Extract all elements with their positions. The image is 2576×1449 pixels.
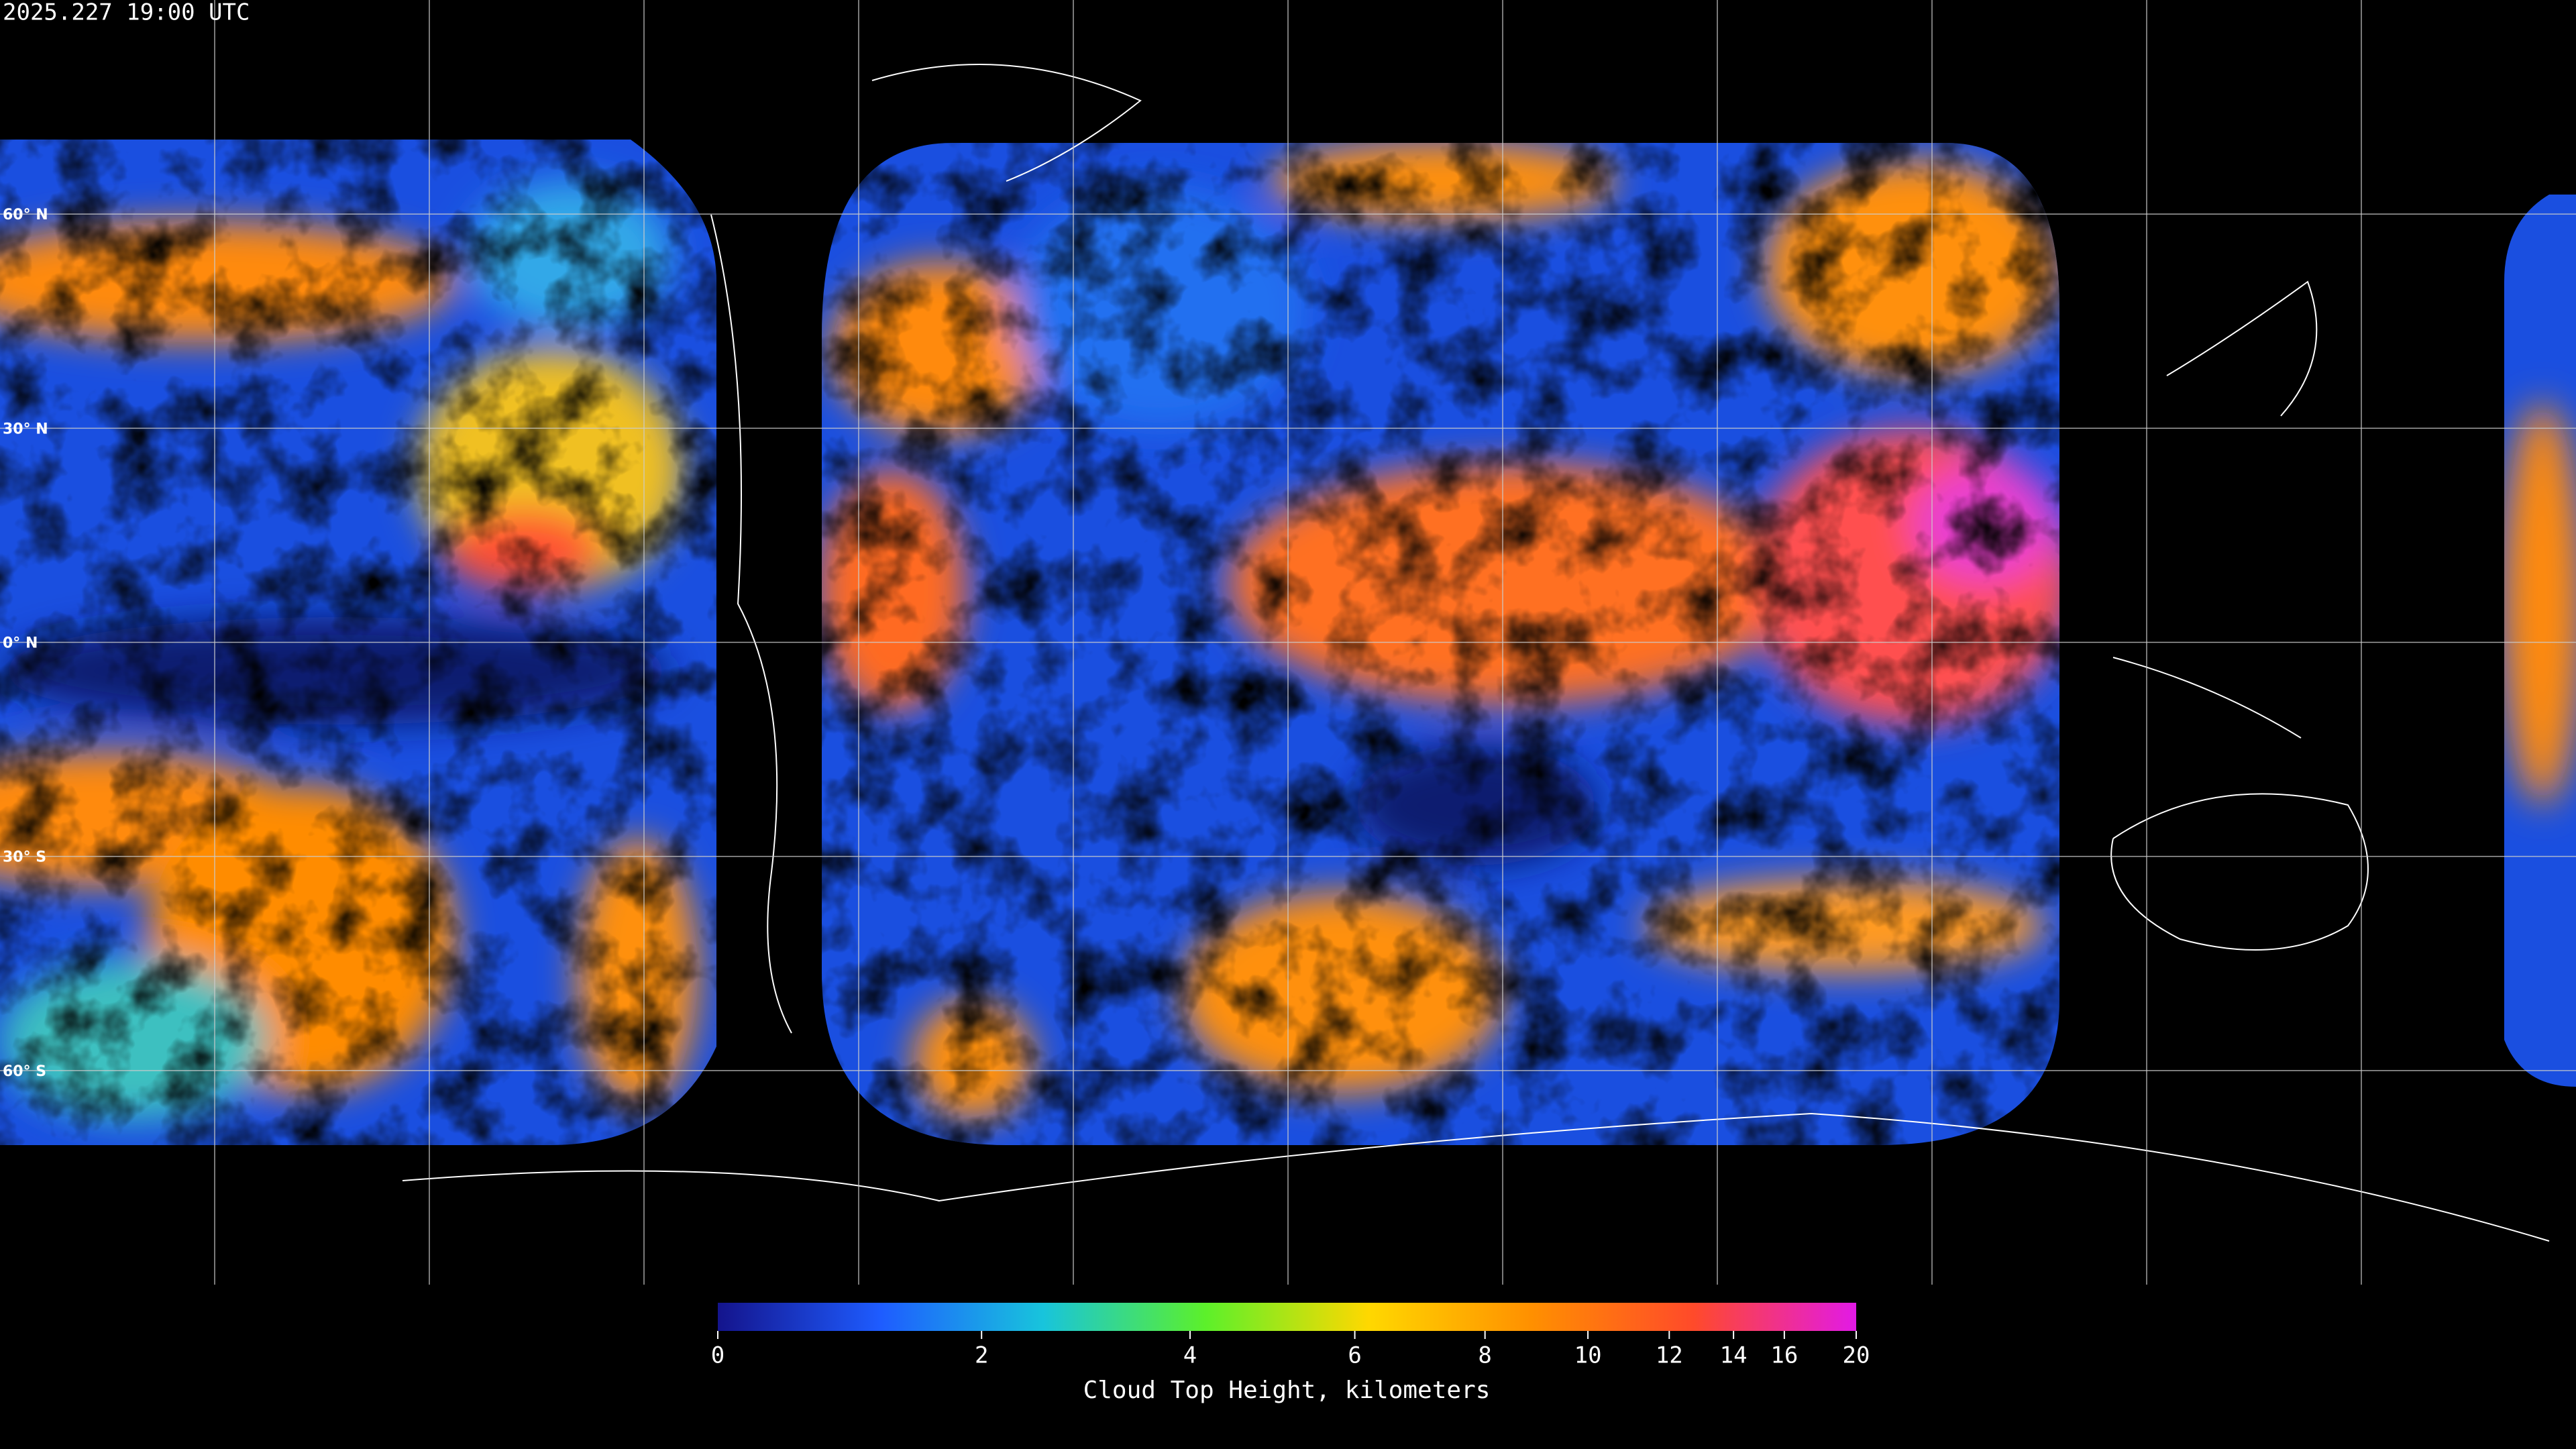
tick-label: 0 [711, 1342, 724, 1369]
tick-label: 16 [1770, 1342, 1798, 1369]
colorbar [718, 1303, 1856, 1331]
tick-label: 20 [1843, 1342, 1870, 1369]
cloud-imagery [0, 140, 2576, 1145]
tick-label: 4 [1183, 1342, 1197, 1369]
tick-label: 12 [1656, 1342, 1683, 1369]
latitude-label: 30° N [3, 421, 48, 437]
latitude-label: 0° N [3, 635, 38, 652]
tick-label: 14 [1720, 1342, 1748, 1369]
tick-label: 6 [1348, 1342, 1361, 1369]
timestamp: 2025.227 19:00 UTC [3, 0, 250, 26]
tick-label: 8 [1478, 1342, 1491, 1369]
latitude-label: 30° S [3, 849, 46, 866]
coastlines [402, 64, 2550, 1242]
tick-label: 10 [1574, 1342, 1602, 1369]
latitude-label: 60° S [3, 1063, 46, 1080]
tick-label: 2 [975, 1342, 988, 1369]
graticule [0, 0, 2576, 1285]
colorbar-title: Cloud Top Height, kilometers [1083, 1377, 1491, 1404]
latitude-label: 60° N [3, 207, 48, 223]
